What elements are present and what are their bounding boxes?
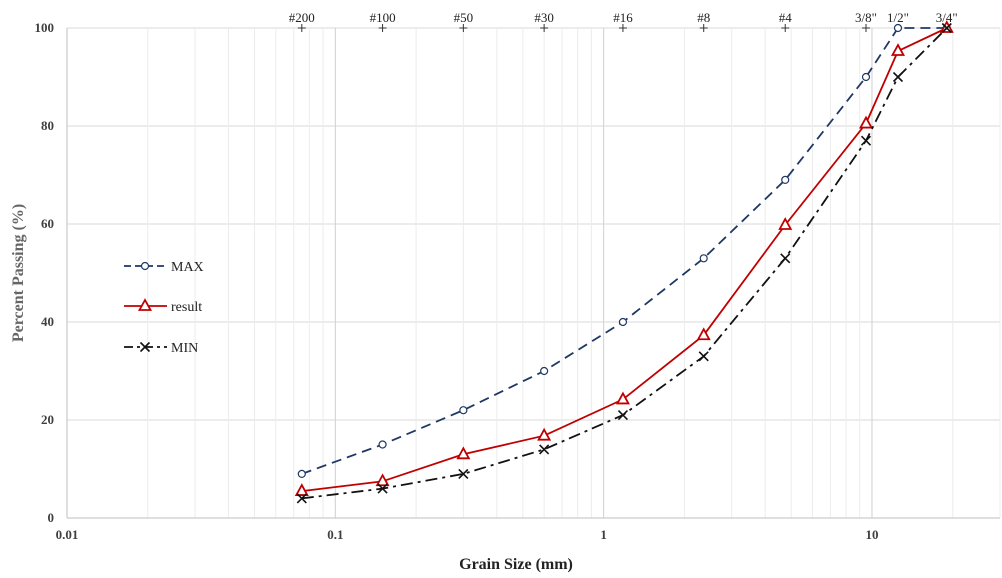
data-point-result: [890, 43, 906, 56]
data-point-max: [540, 366, 549, 376]
legend-label: MIN: [171, 341, 198, 356]
x-marker-stroke: [296, 493, 307, 504]
data-point-result: [375, 473, 390, 487]
legend-item-max: MAX: [124, 260, 204, 275]
data-point-min: [698, 351, 709, 362]
sieve-label: 1/2": [887, 10, 909, 25]
legend: MAX result MIN: [124, 260, 204, 356]
x-marker-stroke: [860, 135, 872, 146]
data-point-min: [539, 444, 550, 455]
data-point-max: [893, 23, 903, 33]
series-line-min: [301, 27, 948, 500]
y-tick-label: 60: [41, 216, 54, 231]
data-point-min: [892, 71, 904, 83]
data-point-max: [781, 175, 790, 184]
series-min: [296, 22, 952, 504]
data-point-result: [294, 483, 309, 496]
data-point-result: [778, 217, 793, 230]
sieve-label: #50: [454, 10, 474, 25]
data-point-result: [615, 391, 630, 405]
legend-label: MAX: [171, 260, 204, 275]
data-point-max: [861, 72, 871, 82]
legend-item-min: MIN: [124, 341, 198, 356]
sieve-label: #100: [370, 10, 396, 25]
series-group: [294, 20, 954, 504]
legend-marker: [137, 298, 153, 311]
sieve-label: #30: [534, 10, 554, 25]
data-point-max: [618, 317, 628, 327]
x-tick-label: 1: [600, 527, 607, 542]
axes: [66, 28, 1000, 519]
sieve-label: 3/8": [855, 10, 877, 25]
x-axis-title: Grain Size (mm): [459, 556, 573, 573]
legend-label: result: [171, 300, 202, 315]
x-marker-stroke: [539, 444, 550, 455]
data-point-min: [860, 135, 872, 146]
data-point-max: [378, 440, 387, 449]
data-point-min: [458, 468, 469, 479]
legend-item-result: result: [124, 298, 202, 315]
y-tick-label: 80: [41, 118, 54, 133]
x-marker-stroke: [377, 483, 388, 494]
data-point-min: [780, 253, 791, 264]
data-point-min: [377, 483, 388, 494]
x-tick-label: 0.1: [327, 527, 343, 542]
series-result: [294, 20, 954, 496]
legend-marker: [139, 341, 151, 353]
data-point-min: [617, 410, 629, 421]
x-tick-label: 0.01: [56, 527, 79, 542]
sieve-label: #8: [697, 10, 710, 25]
sieve-label: #200: [289, 10, 315, 25]
data-point-max: [459, 406, 468, 415]
y-tick-label: 20: [41, 412, 54, 427]
sieve-label: #16: [613, 10, 633, 25]
x-marker-stroke: [458, 468, 469, 479]
x-marker-stroke: [780, 253, 791, 264]
x-marker-stroke: [941, 22, 952, 34]
y-axis-title: Percent Passing (%): [10, 204, 27, 342]
x-marker-stroke: [892, 71, 904, 83]
data-point-result: [537, 427, 552, 441]
x-tick-labels: 0.01 0.1 1 10: [56, 527, 879, 542]
sieve-label: 3/4": [936, 10, 958, 25]
y-tick-label: 100: [35, 20, 55, 35]
data-point-min: [941, 22, 952, 34]
series-line-max: [301, 27, 947, 475]
y-tick-label: 40: [41, 314, 54, 329]
y-tick-labels: 0 20 40 60 80 100: [35, 20, 55, 525]
legend-marker: [140, 261, 150, 271]
series-max: [297, 23, 951, 478]
data-point-max: [699, 254, 708, 263]
series-line-result: [301, 27, 948, 492]
data-point-result: [858, 115, 874, 129]
data-point-result: [696, 327, 711, 341]
y-tick-label: 0: [48, 510, 55, 525]
sieve-label: #4: [779, 10, 793, 25]
data-point-min: [296, 493, 307, 504]
x-marker-stroke: [698, 351, 709, 362]
data-point-result: [456, 446, 471, 460]
x-marker-stroke: [139, 341, 151, 353]
data-point-max: [297, 469, 306, 478]
x-marker-stroke: [617, 410, 629, 421]
x-tick-label: 10: [865, 527, 878, 542]
gridlines: [66, 27, 1001, 519]
sieve-labels: #200 #100 #50 #30 #16 #8 #4 3/8" 1/2" 3/4": [289, 10, 958, 32]
